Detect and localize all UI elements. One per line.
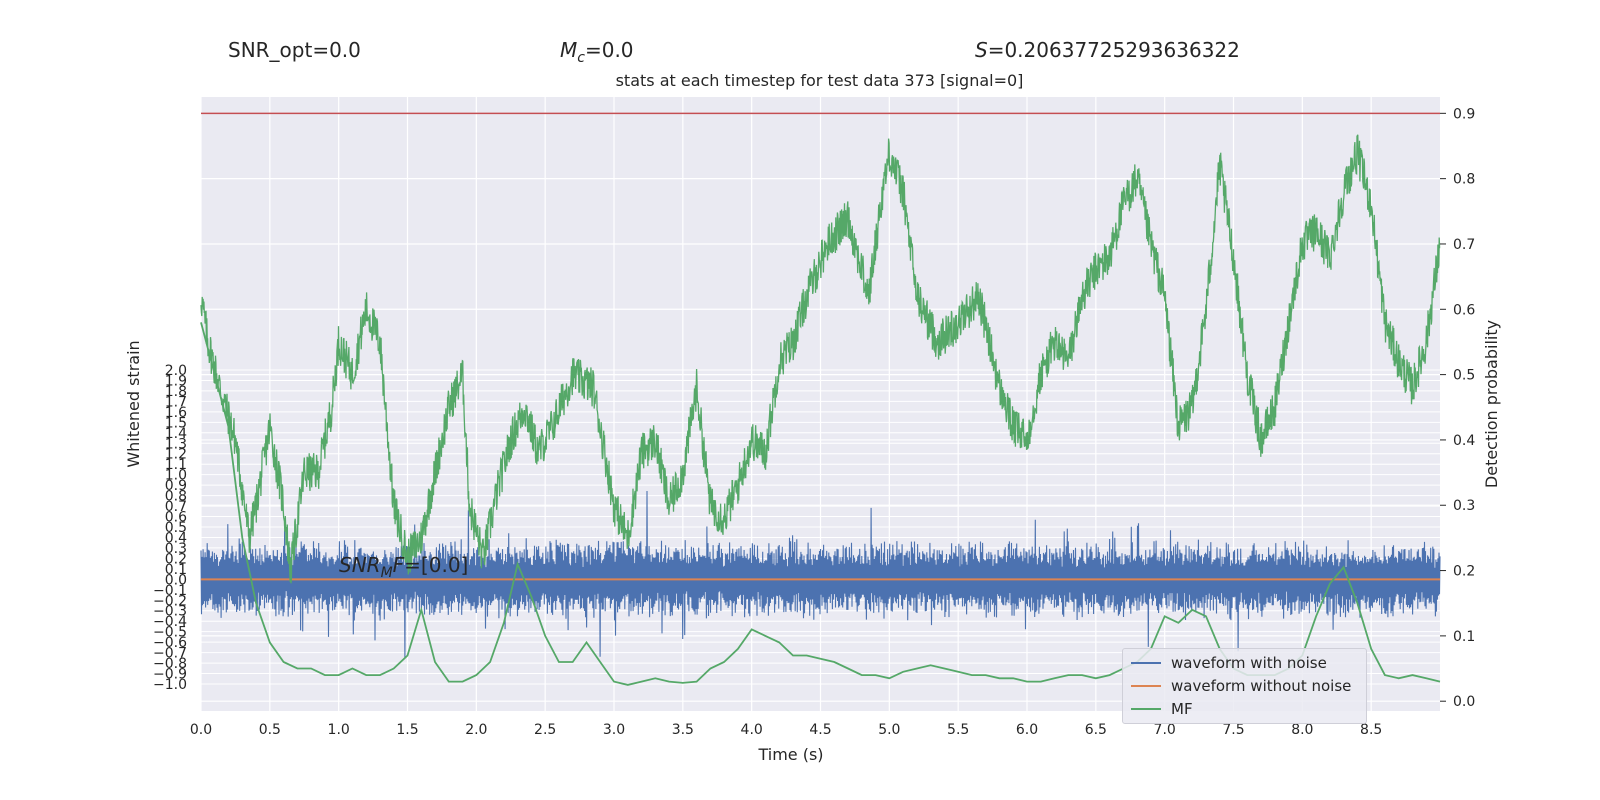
left-tick-label: −0.3 [153, 604, 187, 620]
legend-label: MF [1171, 700, 1193, 718]
x-tick-label: 5.5 [947, 722, 969, 738]
snr-opt-label: SNR_opt=0.0 [228, 38, 361, 62]
left-tick-label: −0.1 [153, 583, 187, 599]
left-tick-label: 0.7 [165, 499, 187, 515]
right-tick-label: 0.4 [1453, 433, 1475, 449]
detection-probability-line [200, 134, 1441, 584]
left-tick-label: −0.4 [153, 614, 187, 630]
x-axis-label: Time (s) [757, 745, 823, 764]
grid-lines [200, 97, 1440, 711]
left-tick-label: −0.5 [153, 625, 187, 641]
legend-swatch-waveform-without-noise [1131, 685, 1161, 687]
x-tick-label: 4.0 [741, 722, 763, 738]
left-tick-label: 1.0 [165, 468, 187, 484]
x-tick-label: 2.5 [534, 722, 556, 738]
legend-swatch-waveform-with-noise [1131, 662, 1161, 664]
right-tick-label: 0.0 [1453, 694, 1475, 710]
left-tick-label: 0.5 [165, 520, 187, 536]
left-tick-label: 1.8 [165, 384, 187, 400]
left-tick-label: −1.0 [153, 677, 187, 693]
x-tick-label: 6.5 [1085, 722, 1107, 738]
right-axis-label: Detection probability [1482, 320, 1501, 488]
legend-label: waveform without noise [1171, 677, 1352, 695]
left-axis-label: Whitened strain [124, 340, 143, 467]
right-tick-label: 0.6 [1453, 302, 1475, 318]
legend-item-mf: MF [1131, 698, 1193, 720]
right-tick-label: 0.9 [1453, 106, 1475, 122]
left-tick-label: 0.0 [165, 572, 187, 588]
x-axis-ticks: 0.0 0.5 1.0 1.5 2.0 2.5 3.0 3.5 4.0 4.5 5.0 5.5 6.0 6… [190, 722, 1382, 738]
legend-label: waveform with noise [1171, 654, 1327, 672]
left-tick-label: 2.0 [165, 363, 187, 379]
left-tick-label: −0.6 [153, 635, 187, 651]
x-tick-label: 7.5 [1222, 722, 1244, 738]
right-tick-label: 0.8 [1453, 172, 1475, 188]
x-tick-label: 2.0 [465, 722, 487, 738]
legend-item-waveform-without-noise: waveform without noise [1131, 675, 1351, 697]
x-tick-label: 6.0 [1016, 722, 1038, 738]
left-tick-label: 1.2 [165, 447, 187, 463]
chart-subtitle: stats at each timestep for test data 373… [615, 71, 1024, 90]
legend-item-waveform-with-noise: waveform with noise [1131, 652, 1327, 674]
x-tick-label: 4.5 [809, 722, 831, 738]
left-tick-label: 0.1 [165, 562, 187, 578]
left-tick-label: 1.4 [165, 426, 187, 442]
left-axis-ticks: 2.01.91.81.71.61.51.41.31.21.11.00.90.80… [153, 363, 187, 693]
x-tick-label: 8.5 [1360, 722, 1382, 738]
snr-mf-annotation: SNRMF=[0.0] [339, 553, 469, 581]
right-tick-label: 0.7 [1453, 237, 1475, 253]
left-tick-label: 0.8 [165, 489, 187, 505]
x-tick-label: 1.5 [396, 722, 418, 738]
left-tick-label: 0.4 [165, 530, 187, 546]
chirp-mass-label: Mc=0.0 [560, 38, 634, 66]
left-tick-label: 1.1 [165, 457, 187, 473]
left-tick-label: 0.6 [165, 510, 187, 526]
legend: waveform with noise waveform without noi… [1122, 648, 1367, 724]
left-tick-label: 0.3 [165, 541, 187, 557]
left-tick-label: 1.7 [165, 394, 187, 410]
left-tick-label: −0.2 [153, 593, 187, 609]
left-tick-label: 1.3 [165, 436, 187, 452]
left-tick-label: −0.7 [153, 646, 187, 662]
left-tick-label: −0.9 [153, 667, 187, 683]
x-tick-label: 3.5 [672, 722, 694, 738]
s-statistic-label: S=0.20637725293636322 [975, 38, 1240, 62]
left-tick-label: 1.5 [165, 415, 187, 431]
right-tick-label: 0.1 [1453, 629, 1475, 645]
left-tick-label: 1.9 [165, 373, 187, 389]
x-tick-label: 0.5 [259, 722, 281, 738]
x-tick-label: 0.0 [190, 722, 212, 738]
x-tick-label: 7.0 [1154, 722, 1176, 738]
left-tick-label: −0.8 [153, 656, 187, 672]
right-tick-label: 0.5 [1453, 368, 1475, 384]
x-tick-label: 3.0 [603, 722, 625, 738]
right-axis-ticks: 0.0 0.1 0.2 0.3 0.4 0.5 0.6 0.7 0.8 0.9 [1440, 106, 1475, 710]
left-tick-label: 0.2 [165, 551, 187, 567]
right-tick-label: 0.2 [1453, 564, 1475, 580]
legend-swatch-mf [1131, 708, 1161, 710]
left-tick-label: 0.9 [165, 478, 187, 494]
x-tick-label: 5.0 [878, 722, 900, 738]
right-tick-label: 0.3 [1453, 498, 1475, 514]
left-tick-label: 1.6 [165, 405, 187, 421]
x-tick-label: 1.0 [328, 722, 350, 738]
x-tick-label: 8.0 [1291, 722, 1313, 738]
